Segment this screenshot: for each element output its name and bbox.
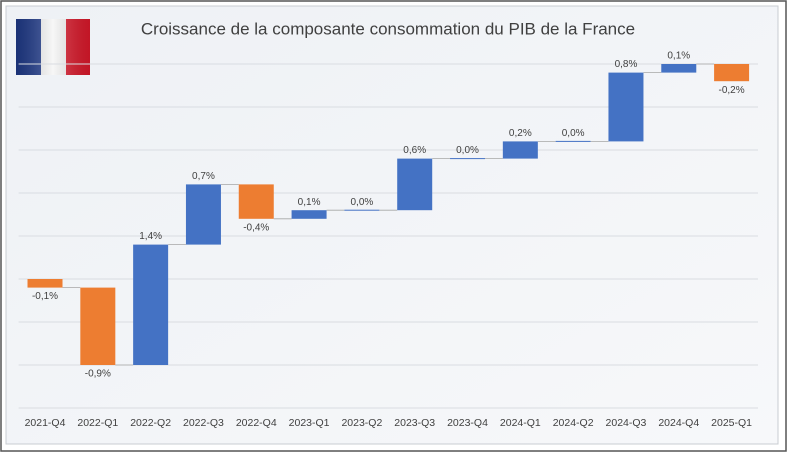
plot-background xyxy=(5,5,779,445)
data-label: 0,1% xyxy=(667,51,690,62)
data-label: 1,4% xyxy=(139,231,162,242)
flag xyxy=(16,19,90,75)
data-label: 0,1% xyxy=(298,197,321,208)
bar xyxy=(502,141,538,159)
bar xyxy=(291,210,327,219)
bar xyxy=(714,64,750,82)
data-label: 0,7% xyxy=(192,171,215,182)
bar xyxy=(80,287,116,365)
x-tick-label: 2024-Q1 xyxy=(500,417,541,429)
bar xyxy=(238,184,274,219)
data-label: -0,9% xyxy=(85,369,111,380)
data-label: -0,1% xyxy=(32,291,58,302)
x-tick-label: 2023-Q1 xyxy=(289,417,330,429)
bar xyxy=(397,158,433,211)
x-tick-label: 2021-Q4 xyxy=(25,417,66,429)
bar xyxy=(608,72,644,142)
data-label: 0,0% xyxy=(350,197,373,208)
bar xyxy=(661,64,697,73)
x-tick-label: 2023-Q2 xyxy=(341,417,382,429)
data-label: 0,2% xyxy=(509,128,532,139)
x-tick-label: 2024-Q2 xyxy=(553,417,594,429)
x-tick-label: 2022-Q1 xyxy=(77,417,118,429)
data-label: 0,8% xyxy=(615,59,638,70)
x-tick-label: 2024-Q3 xyxy=(606,417,647,429)
bar xyxy=(133,244,169,365)
x-tick-label: 2022-Q4 xyxy=(236,417,277,429)
data-label: -0,4% xyxy=(243,222,269,233)
bar xyxy=(555,140,591,142)
bar xyxy=(450,158,486,160)
data-label: 0,6% xyxy=(403,145,426,156)
data-label: 0,0% xyxy=(456,145,479,156)
x-tick-label: 2022-Q3 xyxy=(183,417,224,429)
chart-title: Croissance de la composante consommation… xyxy=(141,19,635,38)
bar xyxy=(27,279,63,288)
data-label: -0,2% xyxy=(719,85,745,96)
bar xyxy=(344,209,380,211)
data-label: 0,0% xyxy=(562,128,585,139)
x-tick-label: 2022-Q2 xyxy=(130,417,171,429)
x-tick-label: 2024-Q4 xyxy=(658,417,699,429)
x-tick-label: 2025-Q1 xyxy=(711,417,752,429)
bar xyxy=(185,184,221,245)
x-tick-label: 2023-Q4 xyxy=(447,417,488,429)
x-tick-label: 2023-Q3 xyxy=(394,417,435,429)
